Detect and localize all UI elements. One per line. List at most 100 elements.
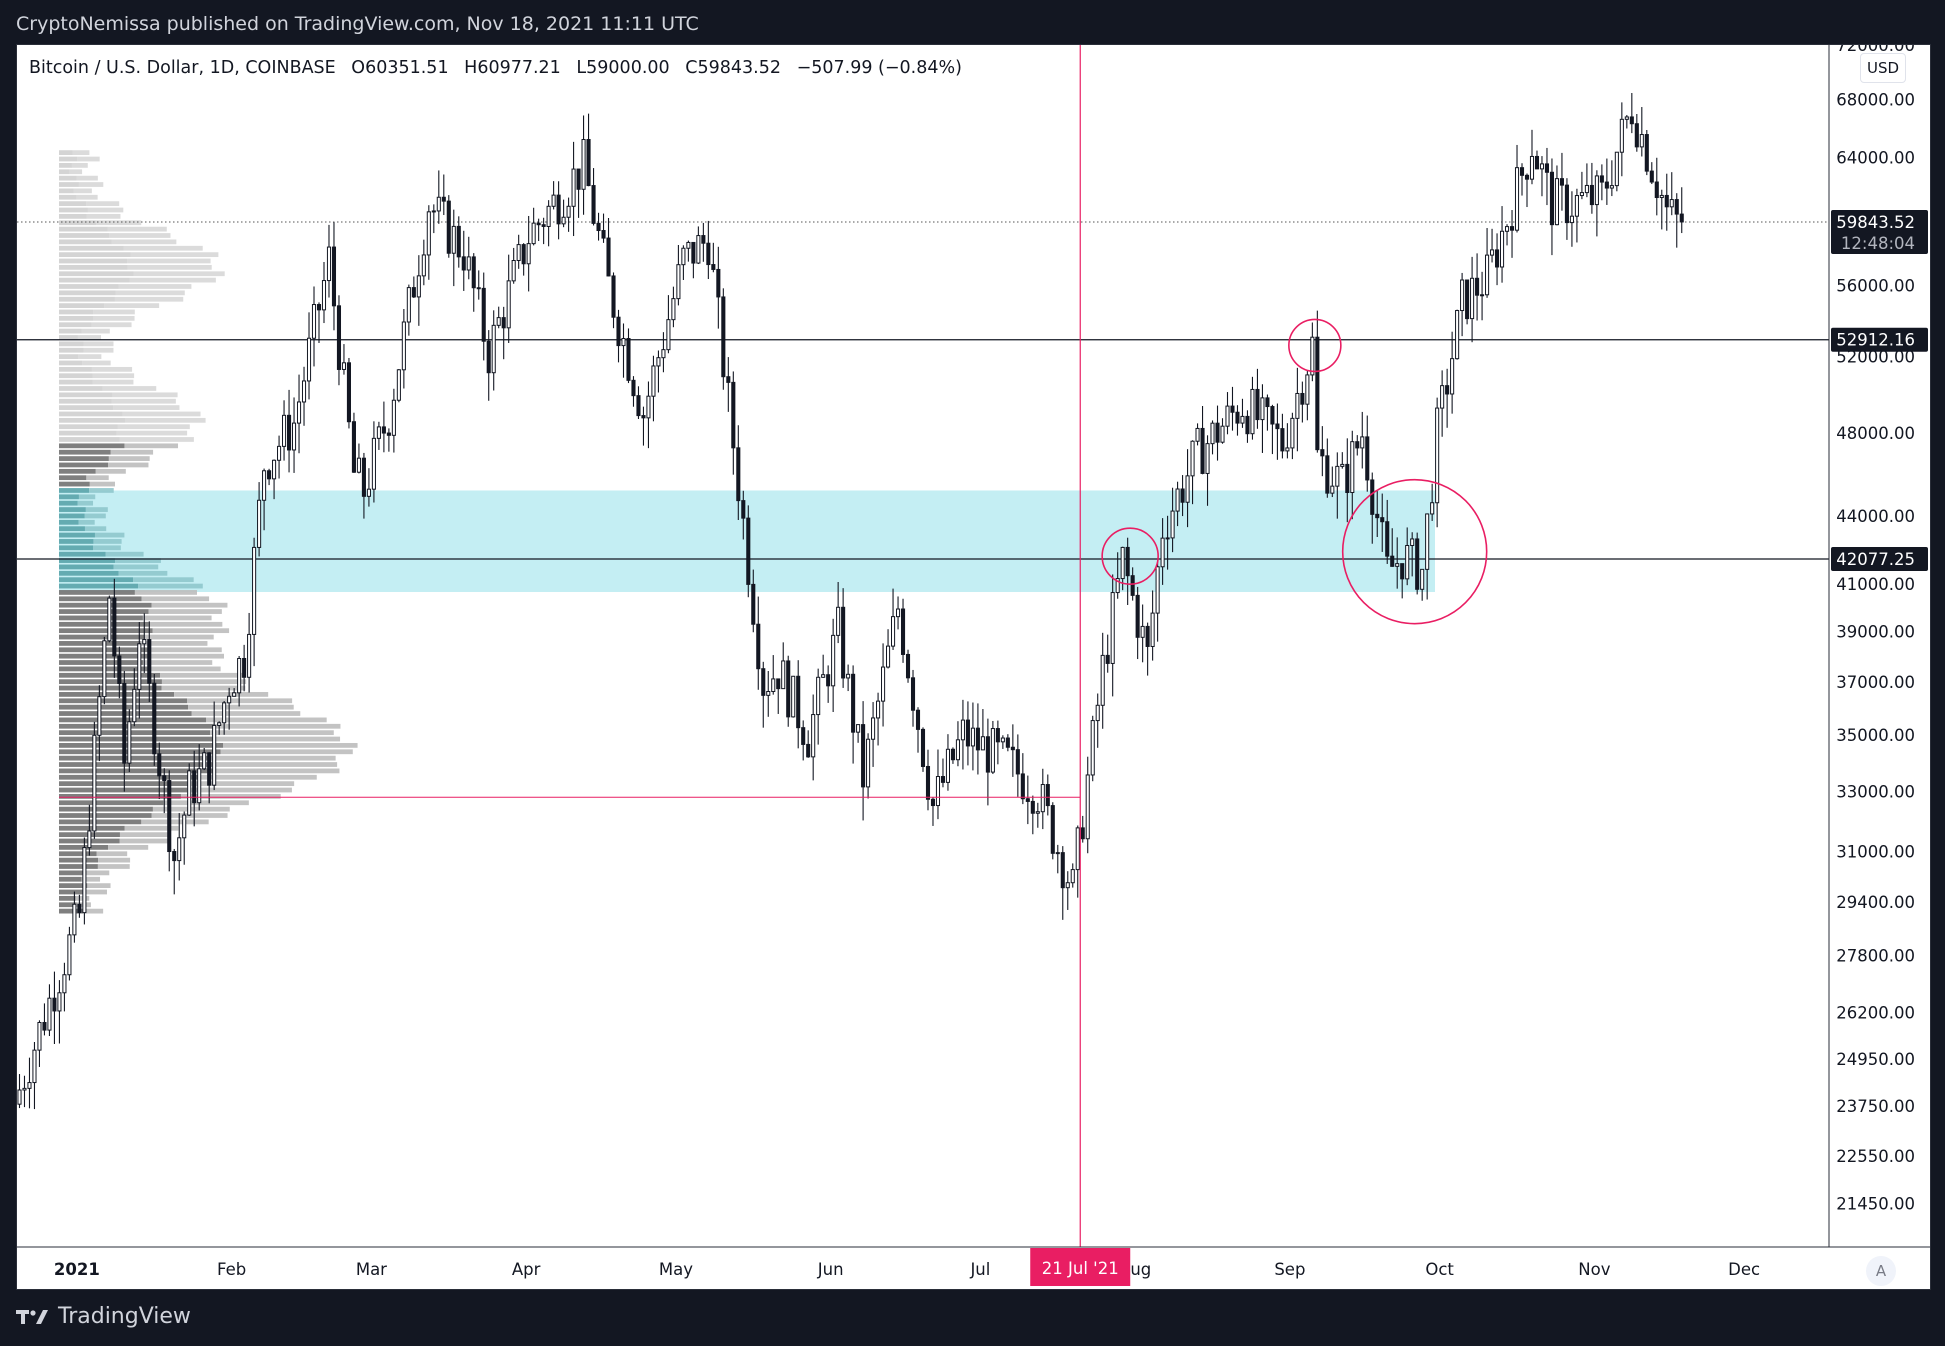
- candle-body: [1639, 134, 1644, 148]
- candle-body: [1305, 374, 1310, 405]
- candle-body: [1135, 594, 1140, 638]
- candle-body: [177, 837, 182, 862]
- candle-body: [331, 246, 337, 307]
- candle-body: [67, 934, 72, 976]
- candle-body: [441, 196, 446, 202]
- candle-body: [891, 616, 896, 647]
- candle: [321, 262, 327, 324]
- candle-body: [761, 668, 766, 696]
- candle: [891, 588, 896, 650]
- volume-profile-bar: [140, 641, 208, 646]
- candle-body: [576, 168, 581, 190]
- candle-body: [1160, 537, 1165, 568]
- volume-profile-bar: [59, 379, 93, 385]
- candle: [391, 388, 396, 453]
- candle: [915, 707, 921, 753]
- volume-profile-bar: [83, 347, 114, 353]
- x-tick-label: Sep: [1274, 1260, 1305, 1279]
- volume-profile-bar: [91, 366, 133, 372]
- auto-scale-button[interactable]: A: [1866, 1256, 1896, 1286]
- y-tick-label: 72000.00: [1836, 45, 1915, 55]
- volume-profile-bar: [116, 430, 188, 436]
- candle: [551, 181, 556, 210]
- candle-body: [651, 365, 656, 397]
- candle-body: [856, 724, 861, 733]
- volume-profile-bar: [59, 347, 84, 353]
- volume-profile-bar: [59, 774, 201, 780]
- candle: [581, 115, 586, 215]
- candle-body: [1030, 800, 1035, 814]
- volume-profile-bar: [59, 398, 112, 404]
- volume-profile-bar: [96, 851, 128, 857]
- y-tick-label: 23750.00: [1836, 1097, 1915, 1116]
- candle: [1490, 228, 1495, 263]
- candle-body: [1075, 827, 1080, 871]
- candle: [301, 366, 307, 426]
- y-tick-label: 52000.00: [1836, 347, 1915, 366]
- candle-body: [277, 445, 282, 461]
- volume-profile-bar: [152, 628, 230, 634]
- candle-body: [1200, 427, 1205, 474]
- candle-body: [1504, 226, 1510, 232]
- volume-profile-bar: [59, 169, 70, 175]
- candle: [741, 490, 746, 540]
- candle-body: [1425, 513, 1430, 570]
- candle: [1375, 491, 1380, 538]
- volume-profile-bar: [59, 902, 77, 908]
- candle-body: [326, 246, 332, 282]
- volume-profile-bar: [96, 220, 142, 226]
- candle-body: [741, 500, 746, 519]
- candle: [536, 218, 541, 242]
- candle-body: [706, 242, 711, 266]
- candle-body: [975, 727, 980, 751]
- footer-brand[interactable]: TradingView: [16, 1303, 191, 1331]
- candle-body: [1569, 215, 1574, 224]
- candle-body: [167, 780, 172, 853]
- volume-profile-bar: [59, 437, 120, 442]
- candle-body: [721, 296, 726, 378]
- candle: [1225, 392, 1230, 435]
- volume-profile-bar: [130, 252, 219, 258]
- candle: [306, 312, 312, 400]
- candle-body: [881, 666, 886, 702]
- candle-body: [606, 237, 611, 277]
- candle: [736, 425, 741, 520]
- volume-profile-bar: [89, 488, 114, 493]
- chart-panel[interactable]: 72000.00 68000.00 64000.00 56000.00 52000.00…: [16, 44, 1931, 1290]
- volume-profile-bar: [187, 787, 292, 793]
- candle: [1589, 162, 1594, 214]
- candle: [1205, 435, 1210, 506]
- x-tick-label: Jun: [817, 1260, 844, 1279]
- candle-body: [841, 606, 846, 679]
- candle-body: [1020, 773, 1025, 800]
- volume-profile-bar: [97, 864, 130, 869]
- candle-body: [586, 139, 591, 187]
- candle-body: [676, 264, 681, 300]
- volume-profile-bar: [59, 634, 145, 640]
- price-chart[interactable]: 72000.00 68000.00 64000.00 56000.00 52000.00…: [17, 45, 1930, 1289]
- candle-body: [940, 776, 946, 783]
- candle-body: [466, 256, 471, 271]
- candle-body: [801, 727, 806, 745]
- volume-profile-bar: [59, 162, 72, 168]
- candle: [356, 443, 361, 474]
- currency-button[interactable]: USD: [1860, 53, 1906, 83]
- candle: [1609, 160, 1614, 197]
- candle: [386, 428, 391, 452]
- candle: [985, 718, 990, 806]
- volume-profile-bar: [107, 226, 167, 232]
- volume-profile-bar: [59, 424, 118, 430]
- candle-body: [396, 369, 401, 401]
- candle: [691, 241, 696, 279]
- candle-body: [636, 395, 641, 417]
- candle: [1170, 487, 1175, 553]
- volume-profile-bar: [110, 449, 154, 455]
- candle-body: [22, 1087, 27, 1091]
- candle: [1060, 846, 1065, 920]
- candle-body: [546, 205, 551, 227]
- volume-profile-bar: [83, 908, 104, 914]
- volume-profile-bar: [108, 844, 149, 850]
- candle-body: [62, 974, 67, 994]
- candle: [1285, 423, 1290, 459]
- candle-body: [1150, 612, 1155, 647]
